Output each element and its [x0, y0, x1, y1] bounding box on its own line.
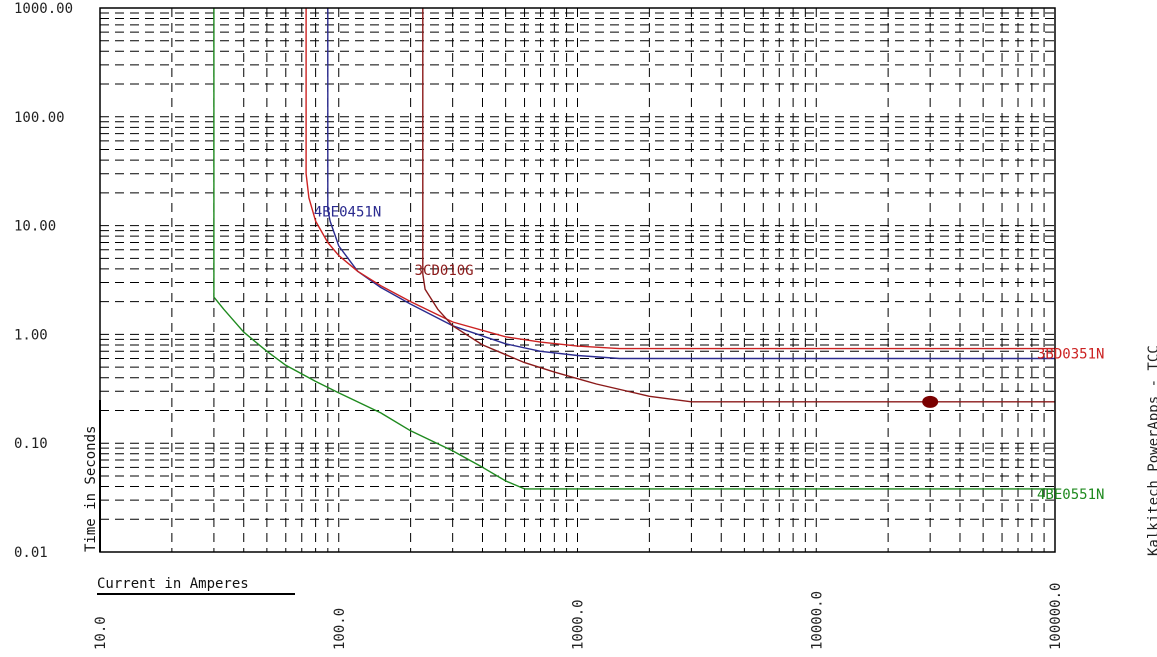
curve-markers — [922, 395, 939, 408]
curve-4be0551n — [213, 8, 1055, 490]
curve-marker-dot — [922, 395, 939, 408]
y-tick-label: 0.01 — [14, 545, 48, 561]
x-tick-labels: 10.0 100.0 1000.0 10000.0 100000.0 — [93, 583, 1064, 650]
x-tick-label: 100.0 — [332, 608, 348, 650]
y-tick-label: 10.00 — [14, 219, 56, 235]
curve-label-3cd010g: 3CD010G — [415, 263, 474, 279]
y-tick-label: 0.10 — [14, 436, 48, 452]
plot-frame — [99, 7, 1056, 553]
y-tick-label: 100.00 — [14, 110, 65, 126]
curve-labels: 4BE0451N 3CD010G 3BD0351N 4BE0551N — [314, 205, 1105, 503]
x-tick-label: 1000.0 — [571, 599, 587, 650]
curve-series — [213, 8, 1055, 490]
x-tick-label: 10.0 — [93, 616, 109, 650]
curve-label-3bd0351n: 3BD0351N — [1037, 347, 1104, 363]
y-axis-title: Time in Seconds — [83, 426, 99, 552]
y-tick-label: 1000.00 — [14, 1, 73, 17]
curve-3cd010g — [422, 8, 1055, 403]
x-tick-label: 100000.0 — [1048, 583, 1064, 650]
x-axis-title: Current in Amperes — [97, 576, 249, 592]
y-tick-labels: 0.01 0.10 1.00 10.00 100.00 1000.00 — [14, 1, 73, 561]
chart-side-title: Kalkitech PowerApps - TCC — [1146, 345, 1157, 556]
curve-4be0451n — [327, 8, 1055, 360]
y-tick-label: 1.00 — [14, 327, 48, 343]
curve-label-4be0451n: 4BE0451N — [314, 205, 381, 221]
curve-3bd0351n — [305, 8, 1055, 350]
grid-lines — [100, 8, 1055, 552]
curve-label-4be0551n: 4BE0551N — [1037, 487, 1104, 503]
x-tick-label: 10000.0 — [809, 591, 825, 650]
